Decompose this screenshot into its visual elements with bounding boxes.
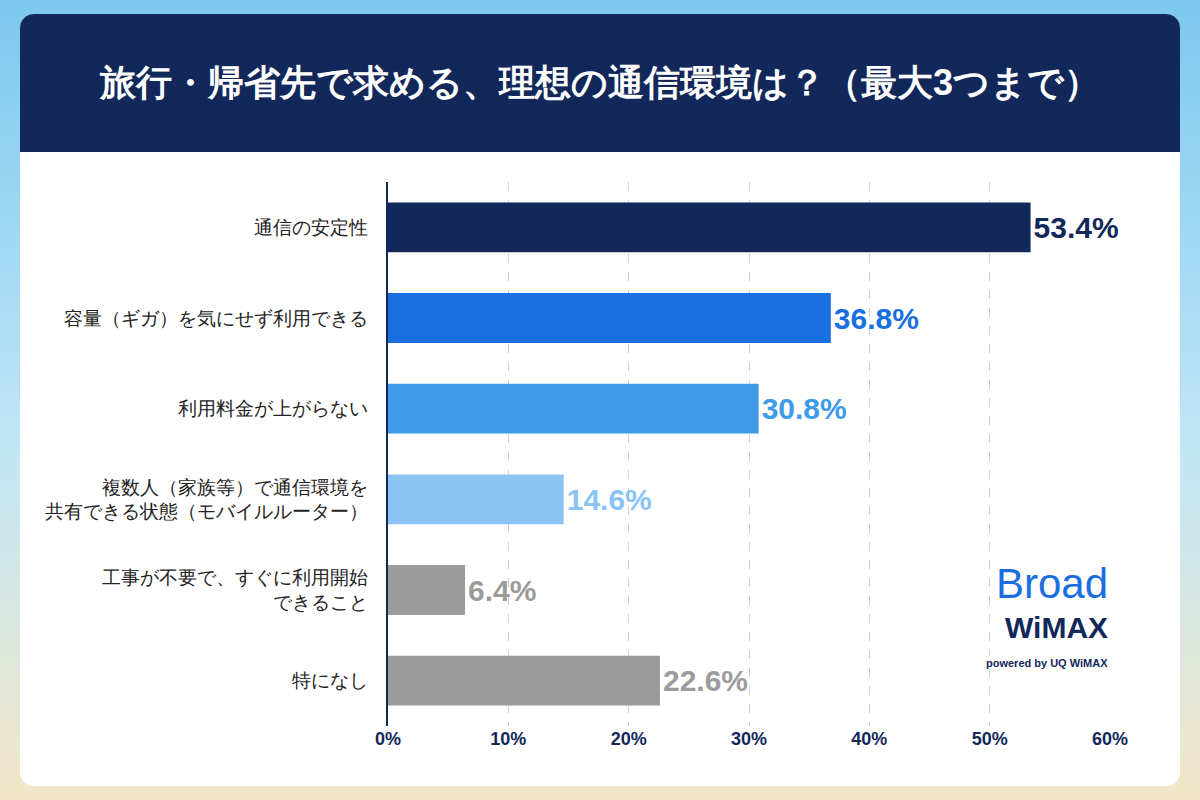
svg-text:30%: 30%	[731, 729, 767, 749]
svg-text:0%: 0%	[375, 729, 401, 749]
svg-text:複数人（家族等）で通信環境を共有できる状態（モバイルルーター: 複数人（家族等）で通信環境を共有できる状態（モバイルルーター）	[45, 477, 368, 523]
svg-text:工事が不要で、すぐに利用開始できること: 工事が不要で、すぐに利用開始できること	[102, 567, 368, 613]
svg-text:利用料金が上がらない: 利用料金が上がらない	[178, 398, 368, 419]
svg-text:10%: 10%	[490, 729, 526, 749]
svg-text:20%: 20%	[611, 729, 647, 749]
svg-text:powered by UQ WiMAX: powered by UQ WiMAX	[986, 657, 1108, 669]
svg-text:Broad: Broad	[996, 560, 1108, 607]
svg-text:容量（ギガ）を気にせず利用できる: 容量（ギガ）を気にせず利用できる	[64, 308, 368, 329]
svg-text:特になし: 特になし	[292, 670, 368, 691]
svg-text:40%: 40%	[851, 729, 887, 749]
svg-text:WiMAX: WiMAX	[1005, 611, 1108, 644]
svg-text:22.6%: 22.6%	[663, 664, 748, 697]
html-text:旅行・帰省先で求める、理想の通信環境は？（最大3つまで）: 旅行・帰省先で求める、理想の通信環境は？（最大3つまで）	[100, 61, 1100, 103]
svg-text:60%: 60%	[1092, 729, 1128, 749]
svg-text:30.8%: 30.8%	[762, 392, 847, 425]
svg-text:6.4%: 6.4%	[468, 574, 536, 607]
svg-text:53.4%: 53.4%	[1034, 211, 1119, 244]
svg-text:36.8%: 36.8%	[834, 302, 919, 335]
svg-text:通信の安定性: 通信の安定性	[254, 217, 368, 238]
svg-text:50%: 50%	[972, 729, 1008, 749]
svg-text:14.6%: 14.6%	[567, 483, 652, 516]
